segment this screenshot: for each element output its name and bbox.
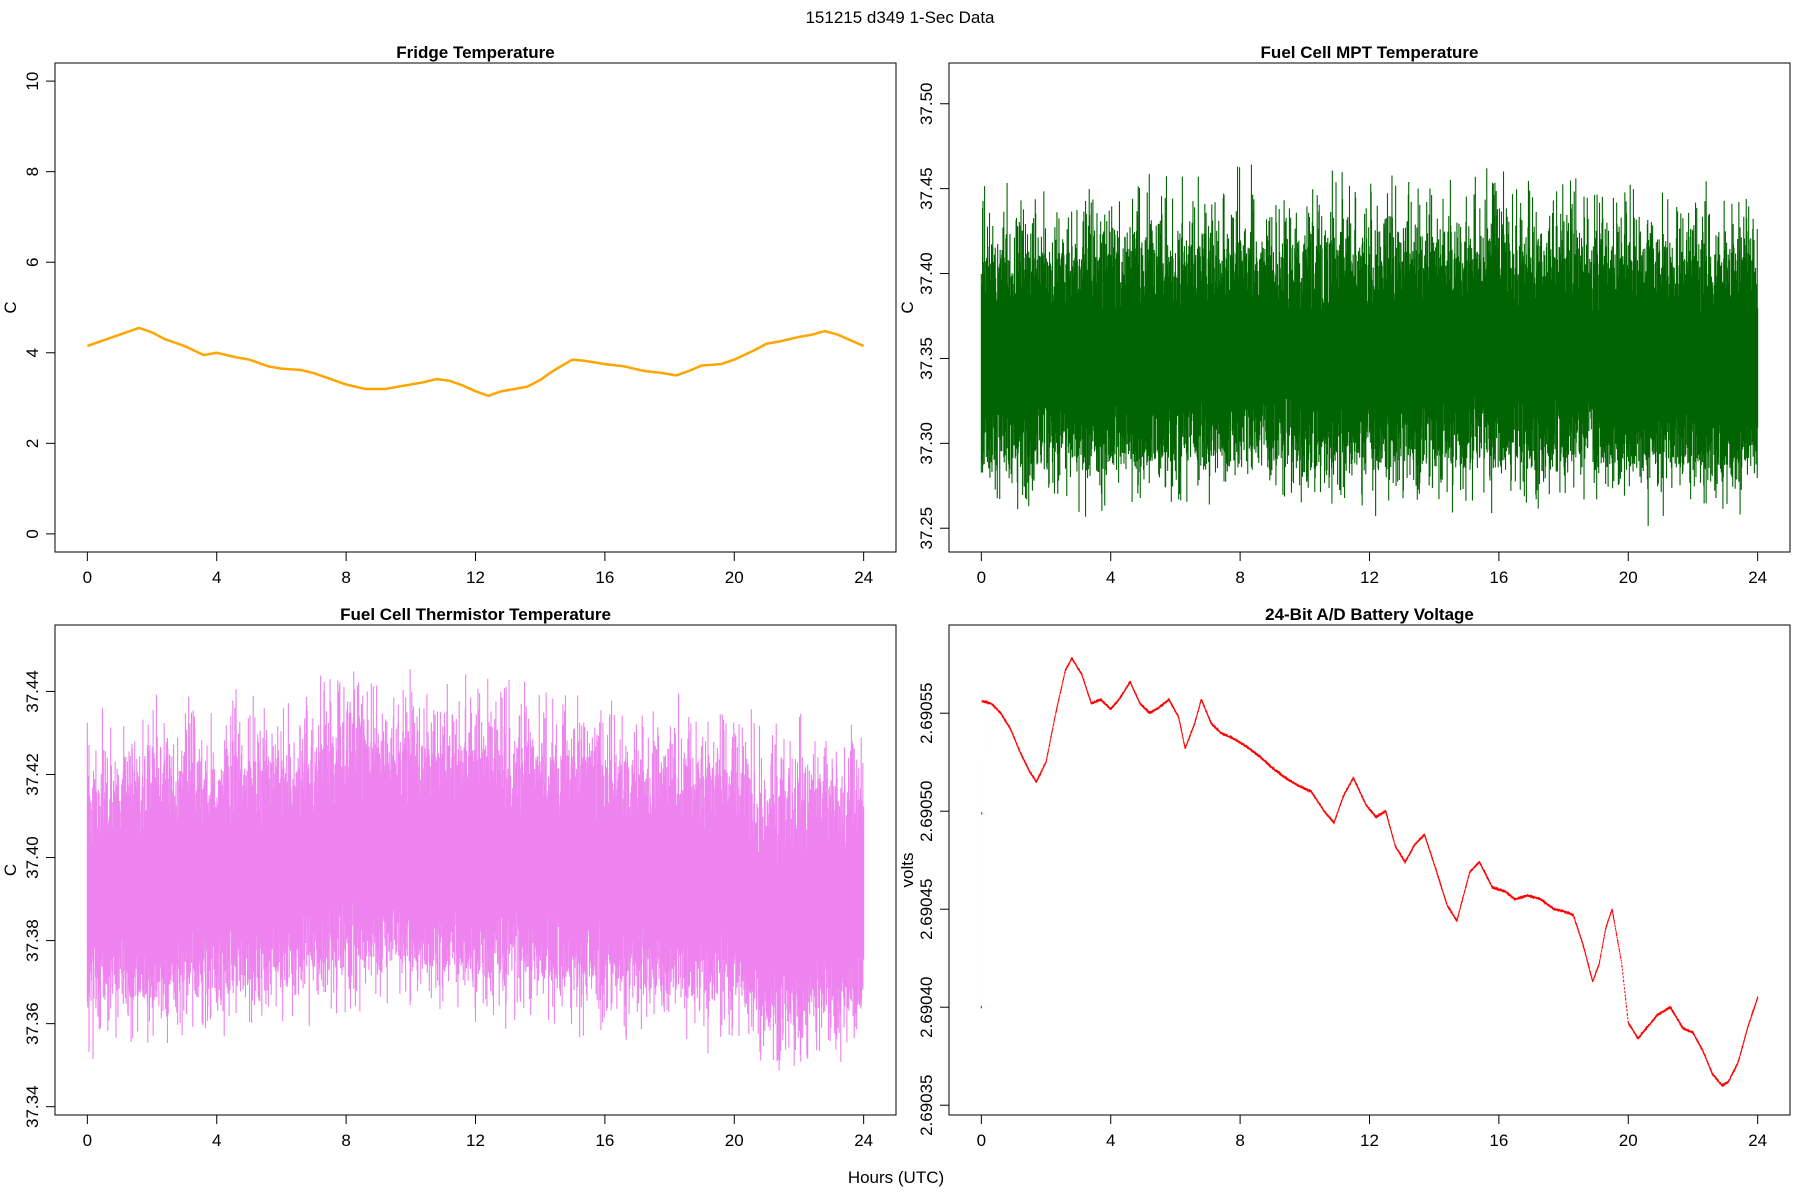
y-tick-label: 2.69040: [917, 976, 936, 1037]
series-line: [980, 657, 1759, 1087]
series-line: [86, 326, 865, 398]
mpt-temperature-panel: Fuel Cell MPT Temperature 0 4 8 12 16 20 24 37.2…: [898, 43, 1791, 587]
battery-voltage-panel: 24-Bit A/D Battery Voltage 0 4 8 12 16 20 24 2.6…: [898, 605, 1791, 1150]
thermistor-temperature-panel: Fuel Cell Thermistor Temperature 0 4 8 12 16 2…: [1, 605, 897, 1150]
y-tick-label: 2: [23, 439, 42, 448]
x-tick-label: 8: [341, 1131, 350, 1150]
series-core-band: [981, 304, 1758, 405]
y-tick-label: 37.42: [23, 753, 42, 796]
plot-frame: [54, 62, 897, 553]
plot-frame: [948, 624, 1791, 1116]
x-tick-label: 12: [1360, 568, 1379, 587]
y-tick-label: 4: [23, 348, 42, 357]
y-tick-label: 10: [23, 72, 42, 91]
y-tick-label: 37.34: [23, 1085, 42, 1128]
series-core-band: [87, 801, 864, 964]
x-tick-label: 20: [1619, 568, 1638, 587]
x-tick-label: 0: [83, 568, 92, 587]
panel-title: Fridge Temperature: [396, 43, 554, 62]
figure-title: 151215 d349 1-Sec Data: [805, 8, 995, 27]
x-tick-label: 0: [977, 568, 986, 587]
series-core-band: [981, 657, 1758, 1087]
panel-title: 24-Bit A/D Battery Voltage: [1265, 605, 1474, 624]
x-tick-label: 0: [83, 1131, 92, 1150]
y-axis-label: volts: [898, 853, 917, 888]
x-tick-label: 20: [725, 1131, 744, 1150]
x-tick-label: 8: [1235, 568, 1244, 587]
y-axis-label: C: [1, 301, 20, 313]
x-tick-label: 12: [466, 1131, 485, 1150]
x-tick-label: 16: [595, 568, 614, 587]
y-tick-label: 37.45: [917, 167, 936, 210]
y-tick-label: 2.69055: [917, 682, 936, 743]
y-tick-label: 37.44: [23, 670, 42, 713]
y-tick-label: 37.38: [23, 919, 42, 962]
y-tick-label: 2.69035: [917, 1074, 936, 1135]
y-tick-label: 37.50: [917, 82, 936, 125]
x-tick-label: 4: [1106, 1131, 1115, 1150]
y-axis-label: C: [898, 301, 917, 313]
y-tick-label: 37.40: [917, 252, 936, 295]
x-tick-label: 24: [854, 568, 873, 587]
y-tick-label: 37.35: [917, 337, 936, 380]
x-tick-label: 24: [1748, 1131, 1767, 1150]
panel-title: Fuel Cell MPT Temperature: [1261, 43, 1479, 62]
x-tick-label: 20: [1619, 1131, 1638, 1150]
x-tick-label: 12: [466, 568, 485, 587]
y-axis-label: C: [1, 864, 20, 876]
x-tick-label: 4: [212, 568, 221, 587]
x-tick-label: 0: [977, 1131, 986, 1150]
x-tick-label: 12: [1360, 1131, 1379, 1150]
panel-title: Fuel Cell Thermistor Temperature: [340, 605, 611, 624]
y-tick-label: 0: [23, 529, 42, 538]
y-tick-label: 37.25: [917, 507, 936, 550]
x-tick-label: 4: [212, 1131, 221, 1150]
y-tick-label: 6: [23, 257, 42, 266]
x-tick-label: 8: [1235, 1131, 1244, 1150]
y-tick-label: 37.40: [23, 836, 42, 879]
x-tick-label: 16: [1489, 1131, 1508, 1150]
x-tick-label: 24: [854, 1131, 873, 1150]
y-tick-label: 8: [23, 167, 42, 176]
x-tick-label: 24: [1748, 568, 1767, 587]
x-tick-label: 8: [341, 568, 350, 587]
x-tick-label: 4: [1106, 568, 1115, 587]
x-tick-label: 16: [595, 1131, 614, 1150]
x-tick-label: 20: [725, 568, 744, 587]
x-tick-label: 16: [1489, 568, 1508, 587]
y-tick-label: 2.69045: [917, 878, 936, 939]
y-tick-label: 37.30: [917, 422, 936, 465]
y-tick-label: 37.36: [23, 1002, 42, 1045]
shared-x-axis-label: Hours (UTC): [848, 1168, 944, 1187]
y-tick-label: 2.69050: [917, 780, 936, 841]
